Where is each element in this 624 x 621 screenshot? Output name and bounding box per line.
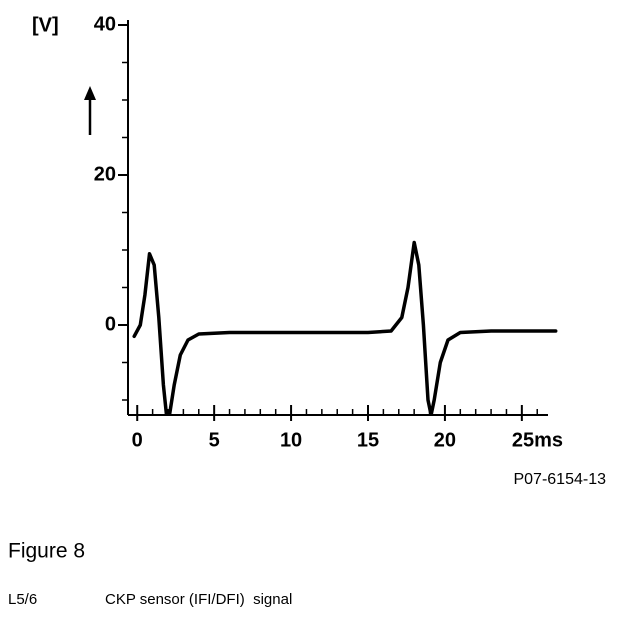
caption-code: L5/6 — [8, 591, 37, 608]
figure-title: Figure 8 — [8, 540, 85, 563]
x-tick-label: 0 — [132, 429, 143, 451]
signal-line — [132, 240, 558, 415]
x-tick-label: 5 — [209, 429, 220, 451]
caption: CKP sensor (IFI/DFI) signal — [105, 591, 292, 608]
y-axis-label: [V] — [32, 14, 59, 36]
x-tick-label: 10 — [280, 429, 302, 451]
x-tick-label: 15 — [357, 429, 379, 451]
x-tick-label: 25ms — [512, 429, 563, 451]
x-tick-label: 20 — [434, 429, 456, 451]
up-arrow — [84, 86, 96, 135]
y-tick-label: 40 — [94, 13, 116, 35]
y-tick-label: 20 — [94, 163, 116, 185]
y-tick-label: 0 — [105, 313, 116, 335]
figure-id: P07-6154-13 — [513, 471, 606, 488]
